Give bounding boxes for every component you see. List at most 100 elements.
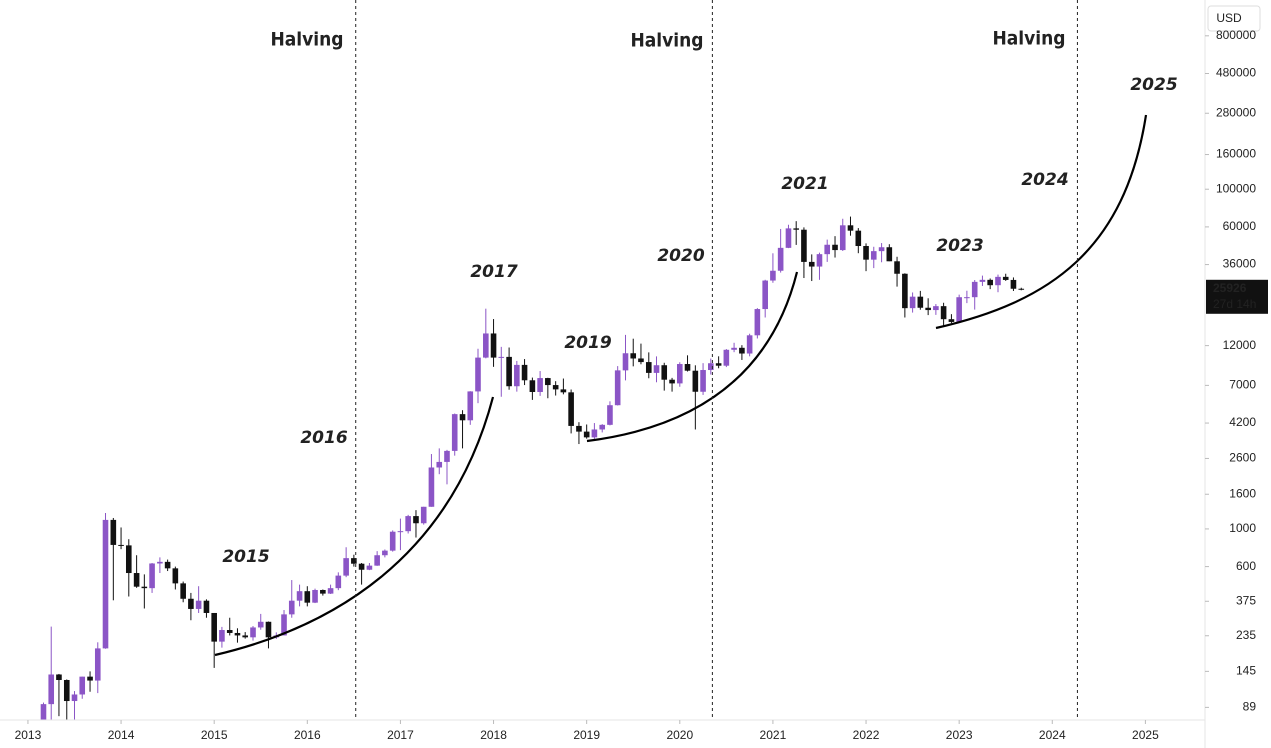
candle-body: [863, 246, 869, 260]
plot-area: [40, 216, 1025, 720]
annotation: 2019: [564, 333, 611, 353]
candle-body: [351, 558, 357, 564]
candle-body: [645, 362, 652, 373]
candle-body: [964, 297, 970, 299]
x-tick-label: 2016: [294, 728, 321, 742]
candle-body: [684, 364, 691, 371]
curve: [935, 114, 1148, 330]
candle-body: [420, 506, 427, 524]
currency[interactable]: USD: [1216, 11, 1242, 25]
candle-body: [141, 586, 148, 589]
x-tick-label: 2020: [666, 728, 693, 742]
candle-body: [886, 247, 893, 262]
annotation: 2023: [936, 236, 983, 256]
candle-body: [1010, 279, 1017, 289]
candle-body: [296, 591, 303, 601]
candle-body: [157, 561, 163, 564]
candle-body: [583, 431, 590, 438]
candle-body: [638, 358, 644, 363]
candle-body: [335, 575, 342, 589]
candle-body: [933, 306, 939, 311]
candle-body: [878, 247, 885, 252]
y-tick-label: 280000: [1216, 105, 1256, 119]
candle-body: [195, 600, 202, 609]
x-tick-label: 2023: [946, 728, 973, 742]
candle-body: [490, 333, 497, 358]
price-label: 25926: [1213, 281, 1247, 295]
y-tick-label: 800000: [1216, 28, 1256, 42]
candle-body: [397, 531, 404, 533]
candle-body: [676, 364, 683, 384]
candle-body: [762, 280, 768, 310]
candle-body: [327, 588, 334, 594]
candle-body: [607, 405, 613, 425]
y-tick-label: 1000: [1229, 521, 1256, 535]
y-tick-label: 160000: [1216, 147, 1256, 161]
candle-body: [451, 414, 458, 451]
candle-body: [808, 261, 815, 267]
candle-body: [343, 558, 349, 576]
halving-label: Halving: [270, 29, 343, 51]
candle-body: [832, 244, 838, 251]
y-tick-label: 375: [1236, 593, 1256, 607]
candle-body: [948, 319, 955, 322]
candle-body: [219, 630, 225, 642]
candle-body: [521, 364, 528, 381]
candle-body: [71, 694, 78, 702]
currency-button[interactable]: [1207, 5, 1261, 32]
candle-body: [405, 516, 411, 532]
candle-body: [79, 676, 86, 695]
candle-body: [102, 519, 109, 649]
x-tick-label: 2015: [201, 728, 228, 742]
candle-body: [366, 565, 373, 570]
x-tick-label: 2014: [108, 728, 135, 742]
y-tick-label: 235: [1236, 628, 1256, 642]
candle-body: [614, 370, 621, 406]
price-box: [1206, 279, 1268, 314]
candle-body: [545, 378, 551, 386]
annotation: 2015: [222, 547, 269, 567]
candle-body: [514, 364, 520, 387]
candle-body: [591, 429, 598, 438]
candle-body: [498, 356, 505, 358]
candle-body: [979, 279, 986, 282]
candle-body: [568, 392, 574, 426]
candle-body: [599, 424, 606, 430]
candle-body: [839, 225, 846, 251]
candle-body: [902, 273, 908, 309]
candle-body: [956, 297, 962, 322]
y-tick-label: 600: [1236, 559, 1256, 573]
candle-body: [211, 612, 217, 642]
x-tick-label: 2024: [1039, 728, 1066, 742]
candle-body: [630, 353, 637, 359]
x-tick-label: 2021: [760, 728, 787, 742]
candle-body: [506, 356, 512, 387]
candle-body: [1018, 288, 1025, 290]
candle-body: [63, 679, 70, 702]
candle-body: [444, 450, 450, 462]
candle-body: [133, 573, 140, 587]
candle-body: [483, 333, 489, 358]
candle-body: [894, 261, 900, 274]
y-tick-label: 7000: [1229, 378, 1256, 392]
candle-body: [149, 563, 155, 589]
candle-body: [987, 279, 993, 286]
y-tick-label: 36000: [1223, 257, 1257, 271]
candle-body: [622, 353, 629, 371]
annotation: 2017: [470, 262, 517, 282]
y-tick-label: 12000: [1223, 338, 1257, 352]
candle-body: [226, 630, 233, 633]
candle-body: [312, 589, 318, 603]
curve: [586, 271, 799, 443]
annotation: 2020: [657, 246, 704, 266]
x-tick-label: 2019: [573, 728, 600, 742]
candle-body: [87, 676, 93, 681]
x-tick-label: 2025: [1132, 728, 1159, 742]
annotation: 2025: [1130, 75, 1177, 95]
candle-body: [118, 544, 124, 546]
candle-body: [288, 600, 295, 615]
candle-body: [925, 307, 931, 311]
candle-body: [754, 309, 761, 336]
candle-body: [94, 648, 101, 681]
